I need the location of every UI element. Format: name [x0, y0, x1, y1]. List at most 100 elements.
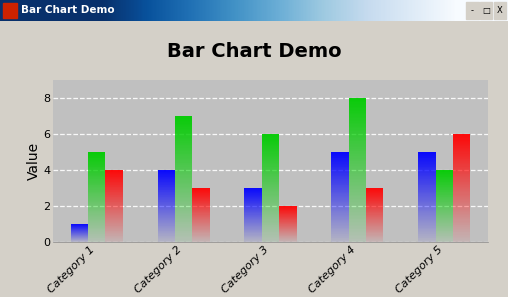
Bar: [193, 228, 210, 229]
Bar: [88, 198, 106, 199]
Bar: [348, 120, 366, 121]
Bar: [453, 174, 470, 175]
Bar: [244, 229, 262, 230]
Bar: [175, 174, 193, 175]
Bar: [453, 192, 470, 194]
Bar: [262, 146, 279, 147]
Bar: [88, 236, 106, 237]
Bar: [453, 219, 470, 220]
Bar: [366, 197, 384, 198]
Bar: [453, 181, 470, 182]
Bar: [193, 215, 210, 216]
Bar: [453, 205, 470, 206]
Bar: [453, 187, 470, 188]
Bar: [366, 233, 384, 234]
Bar: [435, 191, 453, 192]
Bar: [279, 208, 297, 209]
Bar: [453, 136, 470, 138]
Bar: [435, 221, 453, 222]
Bar: [175, 175, 193, 177]
Bar: [331, 221, 348, 222]
Bar: [418, 171, 435, 172]
Bar: [331, 162, 348, 163]
Bar: [453, 229, 470, 230]
Bar: [366, 203, 384, 204]
Bar: [88, 224, 106, 225]
Bar: [366, 241, 384, 242]
Bar: [331, 199, 348, 200]
Bar: [366, 208, 384, 209]
Bar: [193, 198, 210, 199]
Bar: [331, 214, 348, 215]
Bar: [106, 215, 123, 216]
Bar: [453, 235, 470, 236]
Bar: [244, 236, 262, 237]
Bar: [88, 201, 106, 202]
Bar: [435, 192, 453, 193]
Bar: [175, 179, 193, 180]
Bar: [175, 177, 193, 178]
Bar: [175, 144, 193, 145]
Bar: [88, 162, 106, 163]
Bar: [348, 193, 366, 195]
Bar: [418, 161, 435, 162]
Bar: [88, 152, 106, 153]
Bar: [348, 182, 366, 183]
Bar: [418, 195, 435, 196]
Bar: [106, 178, 123, 179]
Bar: [348, 104, 366, 105]
Bar: [106, 179, 123, 180]
Bar: [453, 224, 470, 225]
Bar: [157, 170, 175, 171]
Bar: [366, 205, 384, 206]
Bar: [331, 241, 348, 242]
Bar: [453, 211, 470, 212]
Bar: [418, 208, 435, 209]
Bar: [435, 238, 453, 239]
Bar: [366, 219, 384, 220]
Bar: [106, 224, 123, 225]
Bar: [262, 220, 279, 222]
Bar: [262, 205, 279, 206]
Bar: [244, 234, 262, 235]
Bar: [88, 211, 106, 212]
Bar: [366, 227, 384, 228]
Bar: [88, 190, 106, 191]
Bar: [193, 214, 210, 215]
Bar: [331, 231, 348, 232]
Bar: [88, 203, 106, 204]
Bar: [262, 138, 279, 140]
Bar: [331, 230, 348, 231]
Bar: [106, 177, 123, 178]
Bar: [279, 237, 297, 238]
Bar: [418, 184, 435, 185]
Bar: [262, 175, 279, 176]
Bar: [348, 121, 366, 123]
Bar: [453, 238, 470, 239]
Bar: [157, 190, 175, 191]
Bar: [262, 140, 279, 142]
Bar: [435, 214, 453, 215]
Bar: [435, 198, 453, 199]
Bar: [106, 223, 123, 224]
Bar: [244, 222, 262, 223]
Bar: [157, 224, 175, 225]
Bar: [418, 211, 435, 212]
Bar: [262, 183, 279, 184]
Bar: [106, 210, 123, 211]
Bar: [348, 180, 366, 182]
Bar: [244, 220, 262, 221]
Bar: [453, 198, 470, 199]
Bar: [106, 190, 123, 191]
Bar: [453, 201, 470, 202]
Bar: [175, 213, 193, 214]
Bar: [348, 124, 366, 126]
Bar: [244, 189, 262, 190]
Bar: [262, 168, 279, 169]
Bar: [106, 237, 123, 238]
Bar: [453, 144, 470, 145]
Bar: [175, 119, 193, 120]
Bar: [157, 185, 175, 186]
Bar: [157, 202, 175, 203]
Bar: [175, 193, 193, 194]
